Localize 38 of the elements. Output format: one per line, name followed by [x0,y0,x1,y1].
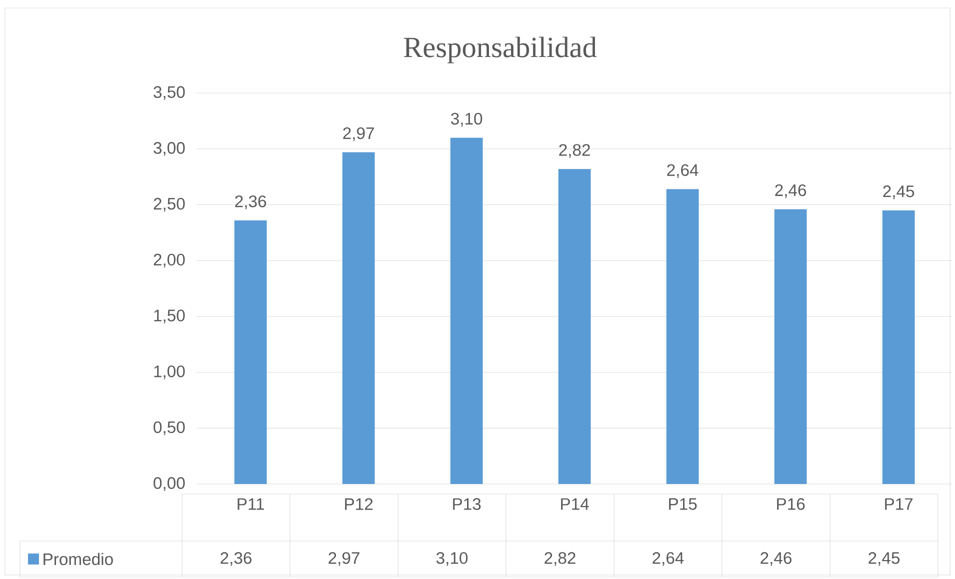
bar [666,189,699,484]
chart-title: Responsabilidad [404,36,597,64]
x-tick-label: P17 [885,498,913,510]
y-tick-label: 2,00 [154,254,185,268]
text: 2,46 [775,184,806,198]
bar [450,138,483,484]
text: 2,36 [235,195,266,210]
data-label: 3,10 [436,552,468,566]
x-tick-label: P13 [453,498,481,510]
data-label: 2,36 [220,552,252,566]
x-tick-label: P16 [777,498,805,510]
text: 2,97 [343,127,374,142]
data-label: 2,97 [328,552,360,566]
text: 3,10 [450,112,482,127]
y-tick-label: 1,50 [154,310,185,324]
legend-label: Promedio [44,552,113,566]
x-tick-label: P12 [345,498,373,510]
bar [882,210,915,484]
text: 2,45 [883,185,914,200]
y-tick-label: 0,50 [154,421,185,436]
y-tick-label: 3,00 [154,142,185,156]
data-label: 2,82 [544,552,576,566]
text: 2,64 [667,164,698,178]
x-tick-label: P11 [238,498,264,510]
bar [342,152,375,484]
y-tick-label: 2,50 [154,198,185,212]
text: 2,82 [559,144,590,158]
data-label: 2,45 [868,552,900,566]
x-tick-label: P14 [561,498,589,510]
bar [774,209,807,484]
data-label: 2,64 [652,552,684,566]
data-label: 2,46 [760,552,792,566]
y-tick-label: 1,00 [154,365,185,380]
y-tick-label: 3,50 [154,86,185,100]
bar [558,169,591,484]
y-tick-label: 0,00 [154,477,185,491]
bar [234,220,267,484]
x-tick-label: P15 [669,498,697,510]
